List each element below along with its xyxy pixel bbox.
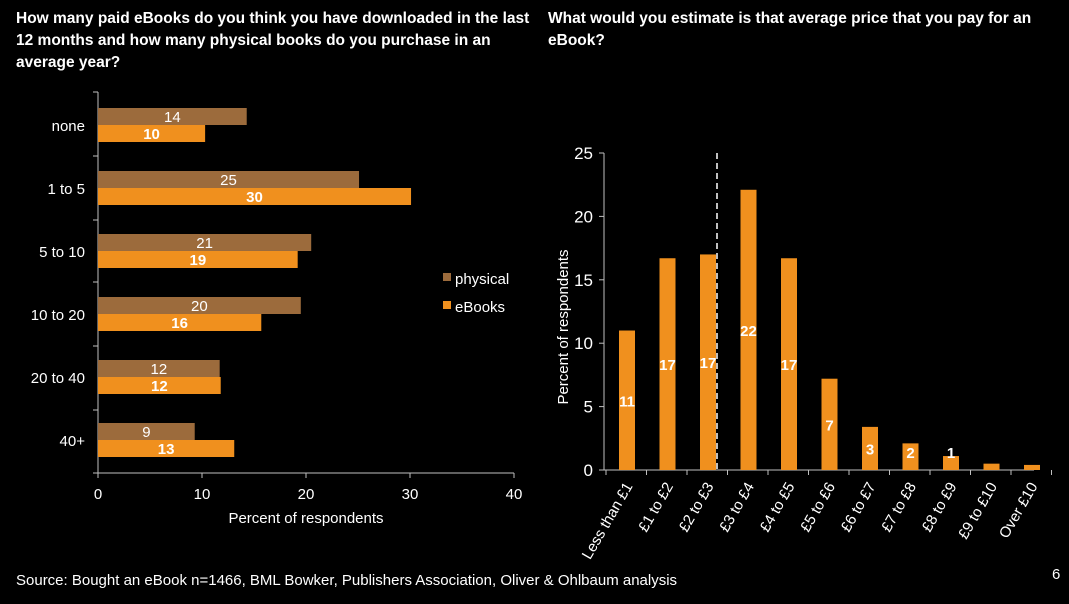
left-category-label: 20 to 40 [31, 370, 85, 387]
right-data-label: 2 [906, 445, 914, 462]
left-category-label: 10 to 20 [31, 307, 85, 324]
left-category-label: 5 to 10 [39, 244, 85, 261]
left-category-label: none [52, 118, 85, 135]
right-bar [902, 443, 919, 470]
left-bar-ebooks [98, 125, 206, 142]
left-data-label-ebooks: 16 [171, 315, 188, 332]
left-x-tick-label: 10 [194, 486, 211, 503]
legend-label-ebooks: eBooks [455, 299, 505, 316]
left-data-label-ebooks: 19 [189, 252, 206, 269]
right-chart-title: What would you estimate is that average … [548, 10, 1032, 49]
left-data-label-physical: 12 [150, 361, 167, 378]
left-x-axis-label: Percent of respondents [228, 510, 383, 527]
right-data-label: 7 [825, 417, 833, 434]
left-data-label-physical: 21 [196, 235, 213, 252]
right-y-tick-label: 20 [574, 207, 593, 226]
left-bar-ebooks [98, 251, 298, 268]
right-bar [700, 254, 716, 470]
left-x-tick-label: 30 [402, 486, 419, 503]
right-y-tick-label: 0 [584, 461, 593, 480]
right-bar [983, 463, 1000, 470]
right-category-label: Less than £1 [579, 480, 637, 563]
right-category-label: £3 to £4 [716, 480, 758, 535]
right-category-label: £1 to £2 [635, 480, 677, 535]
left-data-label-physical: 20 [191, 298, 208, 315]
right-data-label: 1 [947, 445, 955, 462]
right-category-label: £7 to £8 [878, 480, 920, 535]
left-x-tick-label: 0 [94, 486, 102, 503]
right-data-label: 11 [619, 393, 635, 410]
right-bar [619, 330, 635, 470]
page-number: 6 [1052, 566, 1061, 583]
right-data-label: 17 [781, 357, 798, 374]
left-bar-ebooks [98, 377, 221, 394]
right-bar [740, 189, 757, 470]
left-bar-ebooks [98, 440, 235, 457]
left-bar-ebooks [98, 188, 412, 205]
right-data-label: 22 [740, 323, 757, 340]
right-category-label: Over £10 [996, 480, 1042, 542]
right-bar [659, 258, 676, 470]
left-data-label-ebooks: 10 [143, 126, 160, 143]
left-data-label-physical: 14 [164, 109, 181, 126]
right-category-label: £4 to £5 [757, 480, 799, 535]
right-data-label: 3 [866, 441, 874, 458]
right-category-label: £9 to £10 [955, 480, 1001, 543]
left-chart-title: How many paid eBooks do you think you ha… [16, 10, 530, 71]
left-bar-physical [98, 423, 195, 440]
right-y-tick-label: 15 [574, 271, 593, 290]
legend-label-physical: physical [455, 271, 509, 288]
right-category-label: £6 to £7 [838, 480, 880, 535]
left-bar-physical [98, 360, 220, 377]
left-data-label-ebooks: 12 [151, 378, 168, 395]
left-bar-physical [98, 171, 360, 188]
left-data-label-ebooks: 30 [246, 189, 263, 206]
left-data-label-physical: 9 [142, 424, 150, 441]
right-bar [1024, 464, 1040, 470]
right-bar [781, 258, 797, 470]
right-category-label: £2 to £3 [676, 480, 718, 535]
left-bar-physical [98, 234, 312, 251]
right-y-tick-label: 25 [574, 144, 593, 163]
right-y-axis-label: Percent of respondents [555, 249, 572, 404]
legend-swatch-ebooks [443, 301, 451, 309]
left-bar-physical [98, 297, 301, 314]
left-data-label-ebooks: 13 [158, 441, 175, 458]
right-data-label: 17 [700, 355, 717, 372]
right-bar [862, 426, 878, 470]
legend-swatch-physical [443, 273, 451, 281]
right-bar [821, 378, 838, 470]
left-bar-ebooks [98, 314, 262, 331]
right-data-label: 17 [659, 357, 676, 374]
right-bar [943, 456, 959, 470]
left-x-tick-label: 20 [298, 486, 315, 503]
left-data-label-physical: 25 [220, 172, 237, 189]
right-y-tick-label: 10 [574, 334, 593, 353]
source-note: Source: Bought an eBook n=1466, BML Bowk… [16, 572, 678, 589]
left-category-label: 1 to 5 [47, 181, 85, 198]
right-category-label: £5 to £6 [797, 480, 839, 535]
right-y-tick-label: 5 [584, 398, 593, 417]
left-bar-physical [98, 108, 247, 125]
left-category-label: 40+ [60, 433, 86, 450]
left-x-tick-label: 40 [506, 486, 523, 503]
right-category-label: £8 to £9 [919, 480, 961, 535]
